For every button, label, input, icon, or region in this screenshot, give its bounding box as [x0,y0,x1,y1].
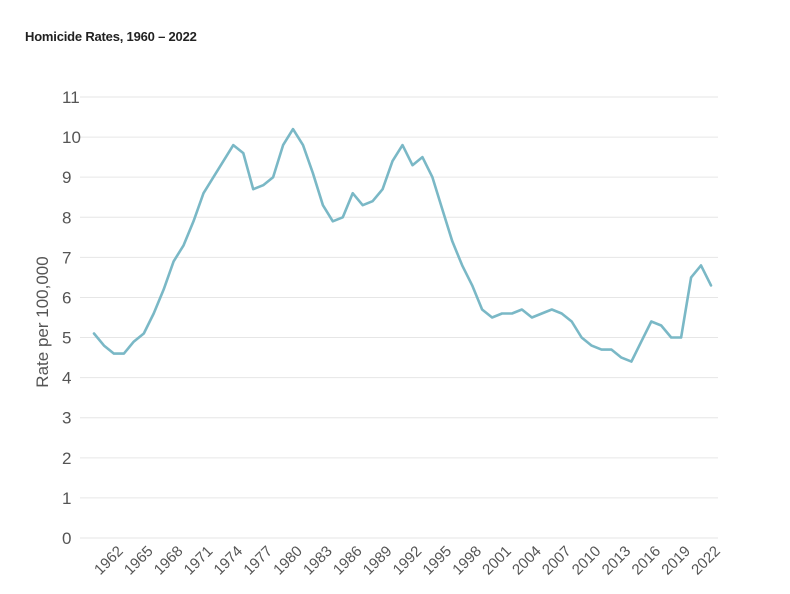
y-tick-label: 8 [62,208,71,227]
x-tick-label: 1962 [91,543,127,579]
x-tick-label: 1965 [121,543,157,579]
y-tick-label: 7 [62,248,71,267]
y-tick-label: 1 [62,489,71,508]
chart-title: Homicide Rates, 1960 – 2022 [25,29,197,44]
x-tick-label: 2001 [479,543,515,579]
y-axis-ticks: 0 1 2 3 4 5 6 7 8 9 10 11 [62,88,81,548]
x-tick-label: 2019 [658,543,694,579]
series-layer [92,127,713,363]
x-tick-label: 2010 [569,543,605,579]
y-tick-label: 4 [62,369,71,388]
x-tick-label: 1992 [390,543,426,579]
x-tick-label: 1968 [151,543,187,579]
y-tick-label: 11 [62,88,80,107]
x-tick-label: 1971 [181,543,217,579]
x-tick-label: 1983 [300,543,336,579]
x-tick-label: 1977 [240,543,276,579]
y-tick-label: 3 [62,409,71,428]
x-tick-label: 1995 [420,543,456,579]
x-tick-label: 2004 [509,543,545,579]
y-tick-label: 9 [62,168,71,187]
series-line [92,127,713,363]
x-tick-label: 2022 [688,543,724,579]
y-tick-label: 10 [62,128,81,147]
x-tick-label: 1989 [360,543,396,579]
y-tick-label: 0 [62,529,71,548]
x-tick-label: 1998 [449,543,485,579]
x-axis-ticks: 1962196519681971197419771980198319861989… [91,543,724,579]
y-tick-label: 5 [62,329,71,348]
y-axis-label: Rate per 100,000 [33,256,52,387]
x-tick-label: 1986 [330,543,366,579]
x-tick-label: 1980 [270,543,306,579]
x-tick-label: 1974 [211,543,247,579]
x-tick-label: 2016 [628,543,664,579]
x-tick-label: 2013 [599,543,635,579]
y-tick-label: 6 [62,288,71,307]
y-tick-label: 2 [62,449,71,468]
gridlines [80,96,718,539]
x-tick-label: 2007 [539,543,575,579]
